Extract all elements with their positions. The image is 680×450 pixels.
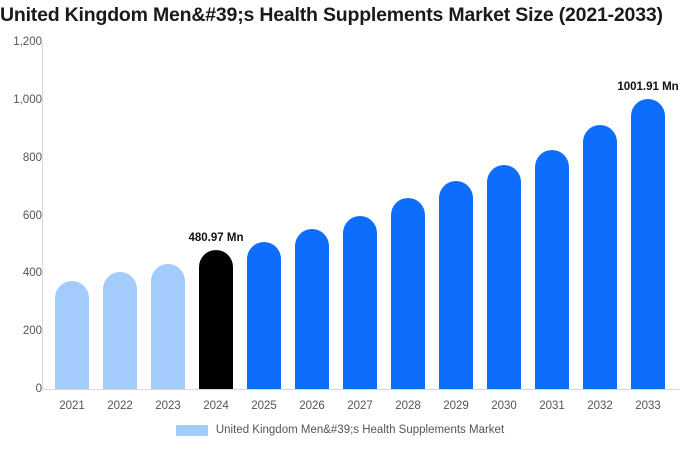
y-axis-tick-label: 1,200: [13, 36, 42, 48]
bar-value-label-2033: 1001.91 Mn: [617, 81, 679, 94]
x-axis-tick-label-2031: 2031: [539, 400, 565, 412]
bar-2033[interactable]: [631, 99, 665, 389]
x-axis-tick-label-2030: 2030: [491, 400, 517, 412]
y-axis-tick-label: 400: [22, 267, 42, 280]
y-axis-line: [42, 42, 43, 390]
bar-value-label-2024: 480.97 Mn: [188, 231, 244, 244]
x-axis-tick-label-2025: 2025: [251, 400, 277, 412]
bar-2026[interactable]: [295, 229, 329, 389]
bar-2025[interactable]: [247, 242, 281, 389]
x-axis-tick-label-2028: 2028: [395, 400, 421, 412]
bar-2027[interactable]: [343, 216, 377, 389]
y-axis-tick-label: 600: [22, 209, 42, 222]
x-axis-tick-label-2023: 2023: [155, 400, 181, 412]
x-axis-tick-label-2033: 2033: [635, 400, 661, 412]
x-axis-tick-label-2022: 2022: [107, 400, 133, 412]
x-axis-tick-label-2026: 2026: [299, 400, 325, 412]
legend-label: United Kingdom Men&#39;s Health Suppleme…: [215, 424, 505, 436]
x-axis-tick-label-2029: 2029: [443, 400, 469, 412]
bar-2030[interactable]: [487, 165, 521, 389]
bar-2022[interactable]: [103, 272, 137, 389]
x-axis-tick-label-2027: 2027: [347, 400, 373, 412]
bar-2031[interactable]: [535, 149, 569, 389]
y-axis-tick-label: 1,000: [13, 93, 42, 106]
bar-2032[interactable]: [583, 125, 617, 389]
y-axis-tick-label: 800: [22, 151, 42, 164]
y-axis-tick-labels: 1,200 1,000 800 600 400 200 0: [0, 0, 42, 450]
y-axis-tick-label: 0: [35, 383, 42, 395]
x-axis-line: [42, 389, 680, 390]
x-axis-tick-label-2021: 2021: [59, 400, 85, 412]
bar-2021[interactable]: [55, 281, 89, 389]
bar-2024[interactable]: [199, 249, 233, 389]
chart-title: United Kingdom Men&#39;s Health Suppleme…: [0, 4, 663, 26]
bar-2028[interactable]: [391, 197, 425, 389]
x-axis-tick-label-2032: 2032: [587, 400, 613, 412]
y-axis-tick-label: 200: [22, 325, 42, 338]
chart-legend[interactable]: United Kingdom Men&#39;s Health Suppleme…: [0, 424, 680, 436]
bar-2023[interactable]: [151, 264, 185, 389]
x-axis-tick-label-2024: 2024: [203, 400, 229, 412]
bar-2029[interactable]: [439, 181, 473, 389]
legend-swatch-icon: [175, 424, 208, 436]
